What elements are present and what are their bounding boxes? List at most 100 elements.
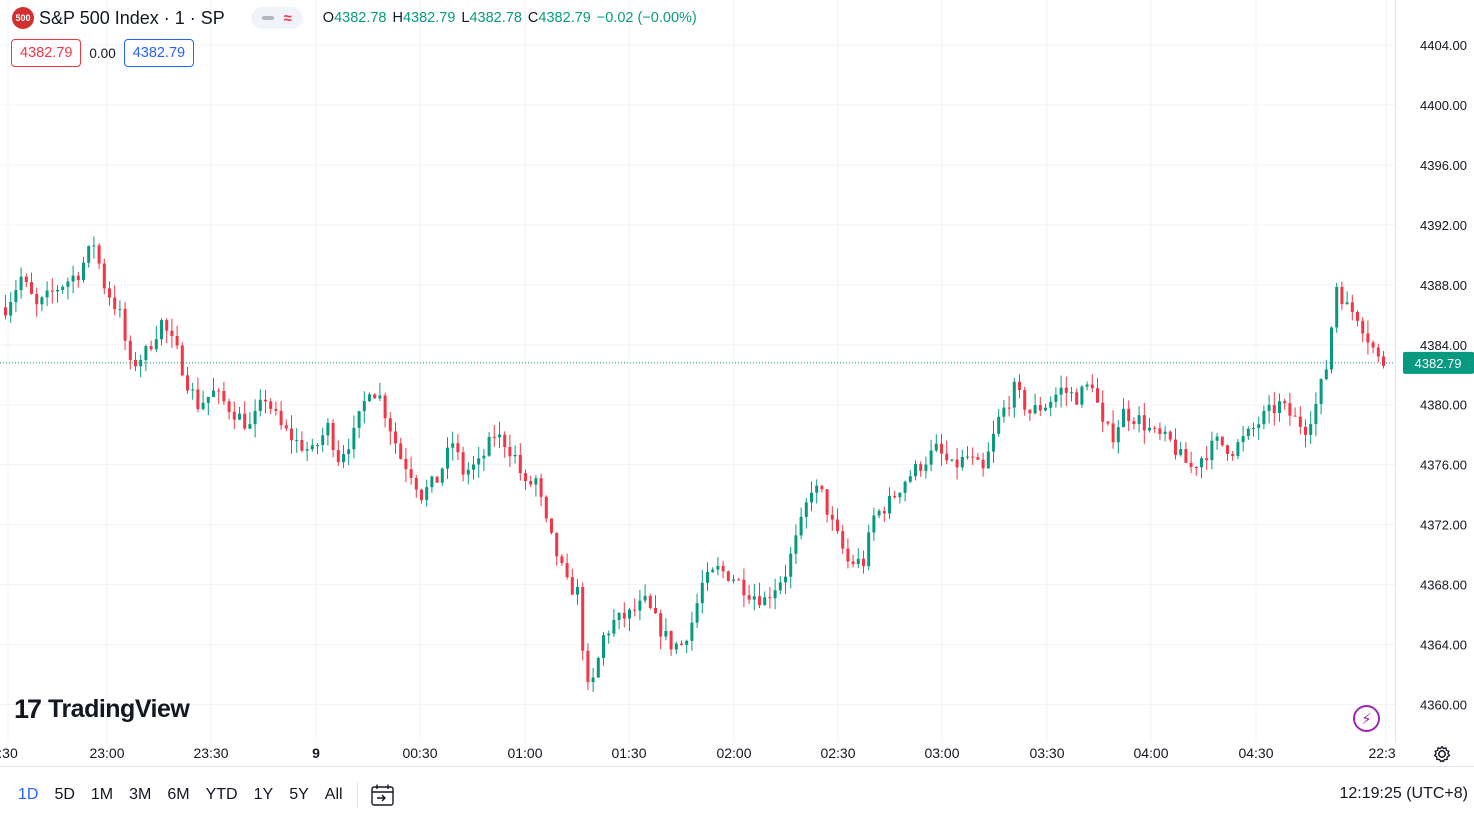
candle-body — [466, 469, 470, 475]
gear-icon[interactable] — [1431, 743, 1453, 765]
candle — [1293, 407, 1297, 417]
candle — [1184, 442, 1188, 463]
range-1d-button[interactable]: 1D — [10, 781, 46, 809]
candle — [966, 446, 969, 460]
range-6m-button[interactable]: 6M — [167, 786, 190, 803]
candle-body — [113, 297, 117, 310]
candle-body — [524, 473, 527, 482]
candle-body — [992, 433, 995, 452]
open-value: 4382.78 — [334, 10, 387, 26]
candle — [1330, 326, 1333, 374]
candlestick-chart[interactable] — [0, 0, 1395, 742]
candle-body — [1096, 388, 1099, 403]
range-5y-button[interactable]: 5Y — [289, 786, 309, 803]
candle — [362, 391, 366, 424]
candle — [596, 656, 600, 679]
range-1y-button[interactable]: 1Y — [253, 786, 274, 803]
candle — [648, 593, 652, 610]
candle-body — [929, 450, 933, 465]
candle-body — [1200, 458, 1203, 468]
price-axis[interactable]: 4404.00 4400.00 4396.00 4392.00 4388.00 4384.… — [1395, 0, 1474, 742]
candle-body — [846, 548, 850, 562]
candle-body — [1007, 407, 1011, 409]
candle — [742, 568, 746, 608]
range-5d-button[interactable]: 5D — [54, 786, 75, 803]
candle-body — [700, 582, 704, 604]
candle — [310, 438, 314, 452]
candle — [409, 456, 413, 485]
candle — [768, 587, 772, 609]
go-to-date-icon[interactable] — [368, 781, 398, 809]
candle — [1340, 281, 1344, 310]
candle — [118, 300, 122, 318]
candle-body — [56, 289, 59, 292]
candle — [1288, 392, 1292, 426]
candle — [232, 401, 236, 430]
candle-body — [773, 590, 777, 599]
candle — [1033, 393, 1037, 415]
candle — [466, 462, 470, 485]
price-tick-label: 4368.00 — [1420, 578, 1467, 593]
time-axis[interactable]: :30 23:00 23:30 9 00:30 01:00 01:30 02:00 02:30 0… — [0, 742, 1404, 766]
candle — [836, 508, 839, 534]
candle-body — [1179, 449, 1183, 455]
candle — [1168, 430, 1172, 442]
candle-body — [856, 558, 860, 565]
candle — [92, 236, 96, 259]
tradingview-wordmark: TradingView — [48, 695, 190, 723]
candle — [440, 467, 444, 486]
candle-body — [347, 449, 351, 455]
tradingview-logo[interactable]: 17 TradingView — [14, 694, 190, 725]
candle — [1200, 456, 1203, 479]
sell-button[interactable]: 4382.79 — [11, 39, 82, 67]
candle-body — [851, 561, 855, 565]
candle — [170, 318, 174, 348]
chart-pane[interactable]: 500 S&P 500 Index · 1 · SP ≈ O4382.78 H4… — [0, 0, 1395, 742]
candle-body — [1028, 409, 1032, 414]
candle-body — [108, 288, 111, 298]
candle-body — [394, 431, 397, 444]
candle-body — [945, 453, 949, 461]
range-3m-button[interactable]: 3M — [129, 786, 152, 803]
candle — [945, 440, 949, 465]
candle-body — [201, 402, 205, 410]
symbol-title[interactable]: S&P 500 Index · 1 · SP — [39, 7, 225, 28]
candle — [24, 273, 28, 288]
range-ytd-button[interactable]: YTD — [205, 786, 238, 803]
candle-body — [799, 516, 803, 536]
candle-body — [4, 307, 7, 316]
candle — [201, 390, 205, 411]
buy-button[interactable]: 4382.79 — [123, 39, 195, 67]
candle-body — [940, 443, 943, 454]
candle-body — [732, 579, 735, 581]
candle — [1070, 386, 1073, 402]
ohlc-values: O4382.78 H4382.79 L4382.78 C4382.79 −0.0… — [323, 10, 697, 26]
candle-body — [706, 571, 709, 583]
candle — [300, 431, 304, 453]
candle — [617, 612, 621, 630]
market-status-pill[interactable]: ≈ — [250, 7, 303, 29]
candle-body — [570, 577, 574, 595]
candle — [248, 412, 252, 430]
candle — [404, 447, 408, 483]
candle — [914, 460, 917, 481]
candle-body — [1080, 386, 1084, 405]
price-tick-label: 4380.00 — [1420, 398, 1467, 413]
candle — [274, 401, 278, 416]
lightning-icon[interactable]: ⚡ — [1353, 705, 1380, 732]
candle — [633, 598, 637, 617]
candle-body — [45, 290, 49, 298]
candle — [238, 406, 241, 421]
candle — [1205, 445, 1209, 470]
range-1m-button[interactable]: 1M — [90, 786, 114, 803]
candle — [1075, 388, 1079, 405]
last-price-badge — [1403, 351, 1474, 374]
range-all-button[interactable]: All — [324, 786, 343, 803]
clock-timezone[interactable]: 12:19:25 (UTC+8) — [1339, 785, 1468, 802]
approx-icon: ≈ — [283, 9, 292, 27]
candle — [955, 447, 959, 480]
price-tick-label: 4388.00 — [1420, 278, 1467, 293]
candle — [576, 578, 579, 605]
candle — [420, 488, 423, 504]
candle-body — [1194, 466, 1198, 468]
